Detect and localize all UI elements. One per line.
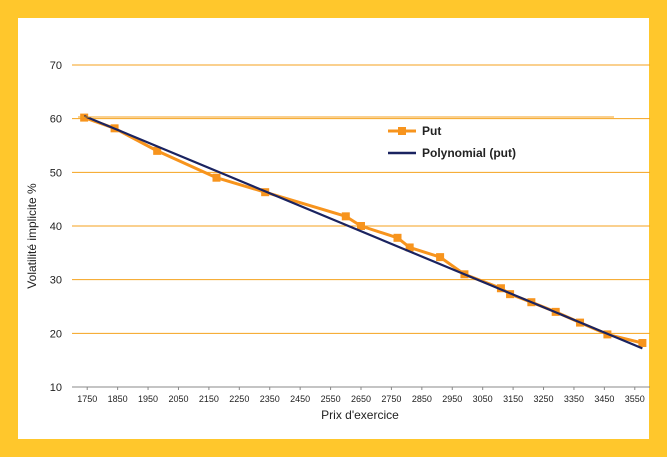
y-tick-label: 50 — [50, 167, 62, 179]
x-tick-label: 2250 — [229, 394, 249, 404]
legend-swatch-marker — [398, 127, 406, 135]
x-tick-label: 3150 — [503, 394, 523, 404]
y-tick-labels: 10 20 30 40 50 60 70 — [50, 60, 62, 394]
x-tick-label: 3050 — [473, 394, 493, 404]
x-tick-label: 2650 — [351, 394, 371, 404]
y-tick-label: 70 — [50, 60, 62, 72]
y-tick-label: 10 — [50, 382, 62, 394]
data-point-marker — [405, 243, 414, 252]
data-point-marker — [393, 233, 402, 242]
x-tick-label: 2550 — [321, 394, 341, 404]
data-point-marker — [436, 253, 445, 262]
y-axis-label: Volatilité implicite % — [25, 183, 39, 289]
x-tick-label: 2350 — [260, 394, 280, 404]
legend: Put Polynomial (put) — [78, 112, 614, 174]
series-layer — [80, 113, 647, 350]
x-tick-label: 1750 — [77, 394, 97, 404]
data-point-marker — [153, 146, 162, 155]
y-tick-label: 60 — [50, 114, 62, 126]
y-tick-label: 40 — [50, 221, 62, 233]
x-tick-label: 1950 — [138, 394, 158, 404]
legend-label: Put — [422, 124, 441, 138]
x-tick-labels: 1750 1850 1950 2050 2150 2250 2350 2450 2550 2650… — [77, 394, 645, 404]
x-axis-label: Prix d'exercice — [321, 408, 399, 422]
x-tick-label: 2950 — [442, 394, 462, 404]
x-tick-label: 2150 — [199, 394, 219, 404]
x-tick-label: 3250 — [534, 394, 554, 404]
y-tick-label: 30 — [50, 275, 62, 287]
data-point-marker — [638, 338, 647, 347]
x-tick-label: 1850 — [108, 394, 128, 404]
data-point-marker — [80, 113, 89, 122]
data-point-marker — [496, 284, 505, 293]
x-tick-label: 3350 — [564, 394, 584, 404]
series-line-polynomial — [83, 114, 643, 350]
x-tick-label: 2050 — [168, 394, 188, 404]
x-tick-label: 3550 — [625, 394, 645, 404]
legend-label: Polynomial (put) — [422, 146, 516, 160]
data-point-marker — [212, 173, 221, 182]
x-tick-label: 3450 — [594, 394, 614, 404]
data-point-marker — [341, 212, 350, 221]
x-tick-label: 2450 — [290, 394, 310, 404]
x-tick-label: 2750 — [381, 394, 401, 404]
x-tick-label: 2850 — [412, 394, 432, 404]
y-tick-label: 20 — [50, 328, 62, 340]
data-point-marker — [357, 222, 365, 230]
legend-box — [78, 112, 614, 174]
